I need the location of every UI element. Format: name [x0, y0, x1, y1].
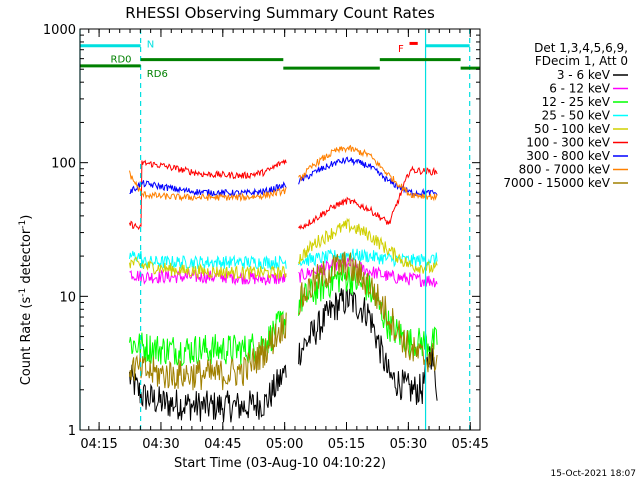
annotation-label: N	[147, 39, 154, 50]
series-line	[298, 251, 438, 373]
legend-header-line: Det 1,3,4,5,6,9,	[534, 41, 628, 55]
x-tick-label: 04:30	[142, 437, 179, 452]
y-axis-label: Count Rate (s-1 detector-1)	[18, 215, 34, 386]
y-tick-label: 100	[51, 157, 76, 172]
y-axis-label-superscript: -1	[18, 288, 28, 297]
annotation-label: F	[398, 44, 404, 55]
x-tick-label: 04:45	[204, 437, 241, 452]
plot-area: N RD0 RD6 F	[79, 28, 481, 431]
legend: Det 1,3,4,5,6,9, FDecim 1, Att 0 3 - 6 k…	[503, 41, 628, 190]
x-tick-label: 05:45	[451, 437, 488, 452]
series-line	[298, 286, 438, 405]
series-line	[129, 170, 287, 202]
series-line	[129, 256, 287, 281]
y-axis-label-part: detector	[19, 228, 34, 288]
y-tick-label: 1000	[43, 23, 76, 38]
x-tick-label: 04:15	[80, 437, 117, 452]
series-line	[298, 257, 438, 288]
series-line	[298, 248, 438, 268]
annotation-label: RD6	[147, 69, 168, 80]
y-tick-label: 1	[68, 424, 76, 439]
plot-frame	[79, 28, 481, 431]
legend-header-line: FDecim 1, Att 0	[535, 54, 628, 68]
series-line	[129, 364, 287, 423]
legend-entry-label: 7000 - 15000 keV	[503, 176, 610, 190]
x-axis-label: Start Time (03-Aug-10 04:10:22)	[174, 456, 386, 471]
y-tick-label: 10	[59, 290, 76, 305]
x-tick-label: 05:30	[390, 437, 427, 452]
annotation-label: RD0	[111, 55, 132, 66]
legend-entry-label: 50 - 100 keV	[534, 122, 611, 136]
chart-title: RHESSI Observing Summary Count Rates	[125, 4, 435, 22]
footer-date: 15-Oct-2021 18:07	[551, 469, 636, 479]
series-line	[129, 180, 287, 198]
x-tick-label: 05:15	[328, 437, 365, 452]
y-axis-label-part: Count Rate (s	[19, 297, 34, 386]
series-line	[298, 156, 438, 198]
legend-entry-label: 300 - 800 keV	[526, 149, 610, 163]
y-axis-label-part: )	[19, 215, 34, 220]
y-axis-label-superscript: -1	[18, 220, 28, 229]
series-line	[129, 250, 287, 271]
series-line	[129, 159, 287, 231]
legend-entry-label: 6 - 12 keV	[549, 82, 611, 96]
legend-entry-label: 12 - 25 keV	[542, 95, 611, 109]
series-line	[298, 144, 438, 202]
series-line	[129, 312, 287, 391]
legend-entry-label: 100 - 300 keV	[526, 136, 610, 150]
legend-entry-label: 25 - 50 keV	[542, 109, 611, 123]
x-tick-label: 05:00	[266, 437, 303, 452]
legend-entry-label: 3 - 6 keV	[557, 68, 611, 82]
legend-entry-label: 800 - 7000 keV	[519, 163, 611, 177]
series-line	[298, 217, 438, 274]
series-line	[298, 165, 438, 230]
